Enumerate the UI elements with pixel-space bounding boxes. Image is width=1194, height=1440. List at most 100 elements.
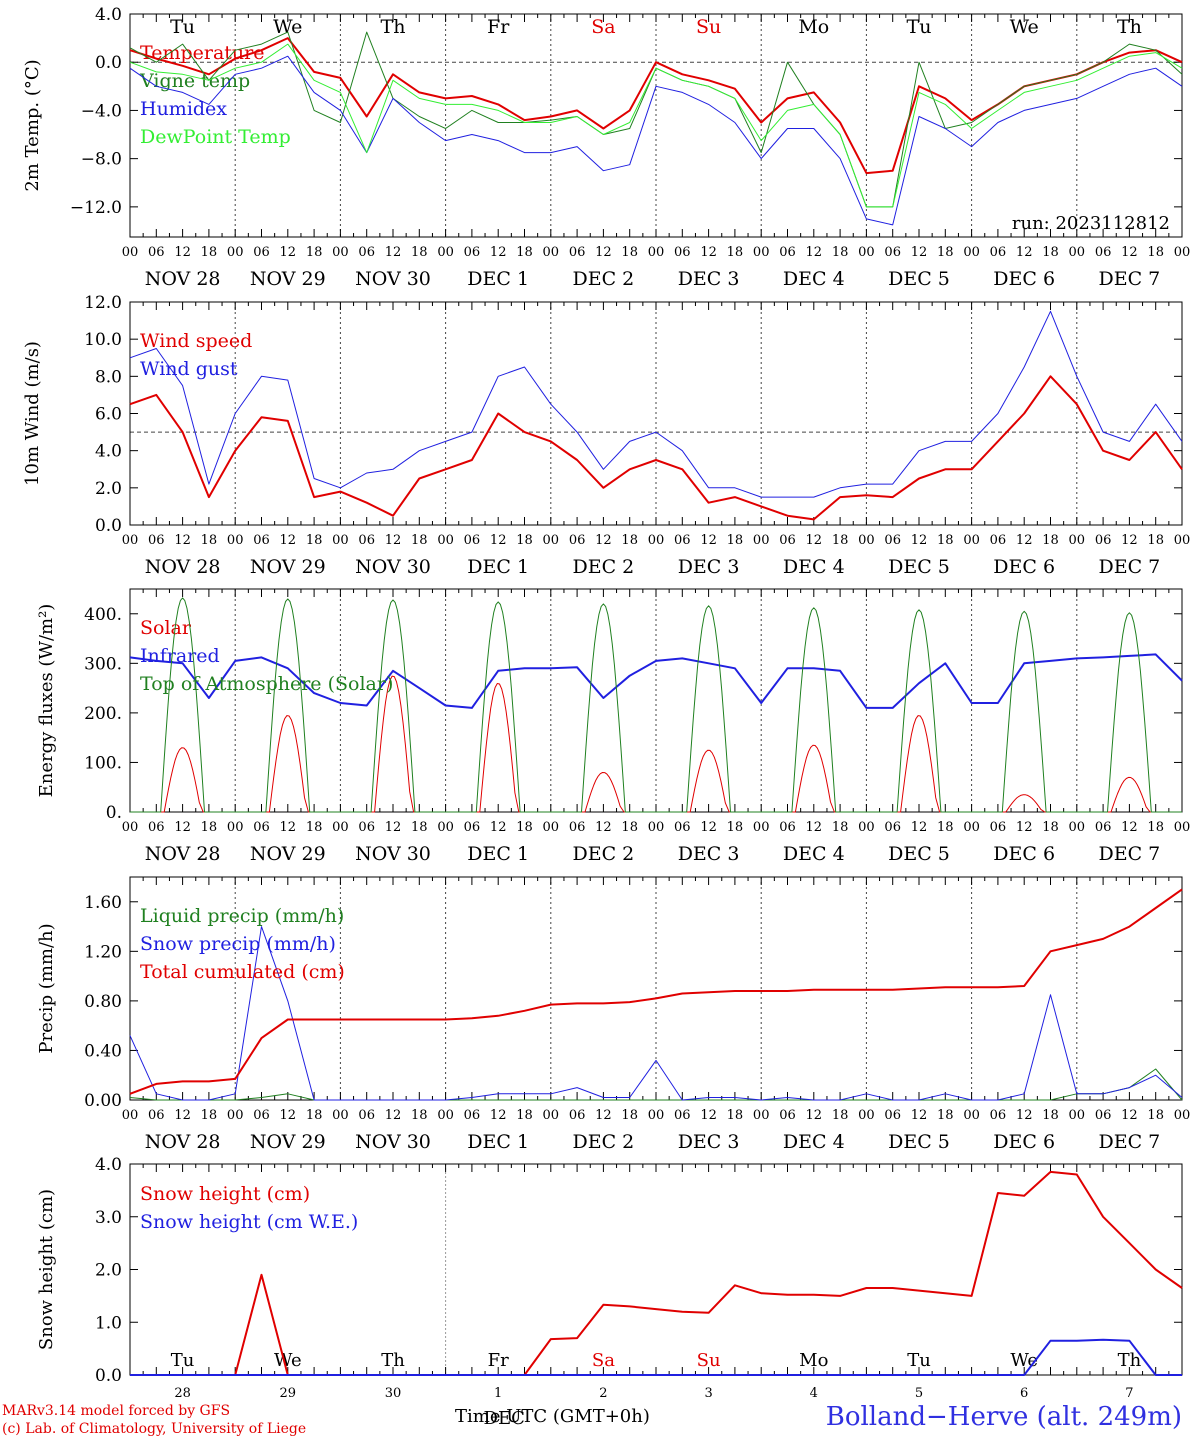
weekday-label: Mo xyxy=(798,16,829,38)
x-hour-label: 12 xyxy=(280,533,297,548)
x-day-label: DEC 2 xyxy=(573,556,635,578)
legend-entry: Humidex xyxy=(140,98,227,120)
y-tick-label: 6.0 xyxy=(95,405,122,425)
legend-entry: DewPoint Temp xyxy=(140,126,291,148)
x-hour-label: 12 xyxy=(911,820,928,835)
x-hour-label: 12 xyxy=(911,533,928,548)
x-day-label: DEC 6 xyxy=(993,556,1055,578)
x-day-label: DEC 1 xyxy=(467,1131,529,1153)
x-hour-label: 12 xyxy=(595,245,612,260)
x-hour-label: 18 xyxy=(516,1108,533,1123)
x-hour-label: 00 xyxy=(753,533,770,548)
x-hour-label: 06 xyxy=(358,245,375,260)
y-tick-label: 1.0 xyxy=(95,1313,122,1333)
y-tick-label: −8.0 xyxy=(81,150,122,170)
x-hour-label: 06 xyxy=(674,820,691,835)
x-day-label: DEC 1 xyxy=(467,556,529,578)
x-day-label: DEC 2 xyxy=(573,1131,635,1153)
x-hour-label: 18 xyxy=(516,245,533,260)
x-hour-label: 18 xyxy=(621,245,638,260)
x-hour-label: 00 xyxy=(753,245,770,260)
x-hour-label: 18 xyxy=(1042,533,1059,548)
x-hour-label: 06 xyxy=(990,533,1007,548)
x-hour-label: 00 xyxy=(122,1108,139,1123)
x-hour-label: 12 xyxy=(1121,533,1138,548)
x-hour-label: 18 xyxy=(1042,245,1059,260)
x-hour-label: 00 xyxy=(858,1108,875,1123)
y-tick-label: 100. xyxy=(84,753,122,773)
x-hour-label: 18 xyxy=(621,1108,638,1123)
x-hour-label: 12 xyxy=(174,820,191,835)
x-hour-label: 12 xyxy=(490,533,507,548)
y-tick-label: 1.60 xyxy=(84,893,122,913)
x-hour-label: 06 xyxy=(1095,1108,1112,1123)
x-day-label: DEC 2 xyxy=(573,268,635,290)
y-tick-label: 2.0 xyxy=(95,479,122,499)
y-axis-label: 10m Wind (m/s) xyxy=(22,341,43,486)
x-hour-label: 18 xyxy=(201,533,218,548)
x-hour-label: 00 xyxy=(648,533,665,548)
x-hour-label: 00 xyxy=(648,1108,665,1123)
weekday-label: Th xyxy=(381,16,406,38)
x-hour-label: 12 xyxy=(1016,533,1033,548)
x-hour-label: 18 xyxy=(937,245,954,260)
x-hour-label: 00 xyxy=(1174,820,1191,835)
x-hour-label: 00 xyxy=(437,820,454,835)
x-hour-label: 12 xyxy=(174,533,191,548)
weekday-label: Tu xyxy=(170,16,195,38)
x-day-number: 29 xyxy=(280,1386,297,1401)
x-hour-label: 06 xyxy=(148,1108,165,1123)
x-hour-label: 18 xyxy=(937,533,954,548)
x-hour-label: 00 xyxy=(1174,533,1191,548)
x-day-label: DEC 7 xyxy=(1099,843,1161,865)
month-label: DEC xyxy=(484,1408,525,1429)
x-hour-label: 12 xyxy=(1016,245,1033,260)
x-hour-label: 18 xyxy=(832,1108,849,1123)
x-hour-label: 00 xyxy=(1174,245,1191,260)
x-hour-label: 06 xyxy=(464,533,481,548)
model-credit: MARv3.14 model forced by GFS xyxy=(2,1403,231,1419)
x-hour-label: 12 xyxy=(174,245,191,260)
series-line-top-of-atmosphere-solar- xyxy=(130,597,1182,813)
x-hour-label: 12 xyxy=(280,1108,297,1123)
x-day-label: DEC 3 xyxy=(678,556,740,578)
panel-2: 12.0 10.0 8.0 6.0 4.0 2.0 0.0 10m Wind (m/s) 00 0… xyxy=(22,293,1190,578)
x-hour-label: 06 xyxy=(358,1108,375,1123)
x-day-number: 2 xyxy=(599,1386,607,1401)
y-tick-label: 400. xyxy=(84,605,122,625)
y-tick-label: 4.0 xyxy=(95,442,122,462)
weekday-label: Th xyxy=(1118,1350,1142,1371)
x-hour-label: 18 xyxy=(1147,1108,1164,1123)
x-hour-label: 00 xyxy=(122,533,139,548)
x-hour-label: 18 xyxy=(832,533,849,548)
x-hour-label: 18 xyxy=(1147,245,1164,260)
x-hour-label: 06 xyxy=(569,245,586,260)
x-hour-label: 18 xyxy=(411,533,428,548)
x-hour-label: 18 xyxy=(411,820,428,835)
x-hour-label: 06 xyxy=(1095,533,1112,548)
x-day-label: NOV 29 xyxy=(250,268,326,290)
legend-entry: Snow height (cm W.E.) xyxy=(140,1211,358,1233)
x-hour-label: 00 xyxy=(858,820,875,835)
x-day-label: DEC 1 xyxy=(467,268,529,290)
x-day-label: DEC 6 xyxy=(993,1131,1055,1153)
x-day-number: 5 xyxy=(915,1386,923,1401)
x-hour-label: 12 xyxy=(700,245,717,260)
y-tick-label: 8.0 xyxy=(95,367,122,387)
x-day-label: NOV 30 xyxy=(355,556,431,578)
x-hour-label: 18 xyxy=(306,1108,323,1123)
x-hour-label: 06 xyxy=(358,820,375,835)
x-hour-label: 00 xyxy=(858,245,875,260)
x-hour-label: 06 xyxy=(253,1108,270,1123)
weekday-label: Tu xyxy=(907,16,932,38)
x-hour-label: 18 xyxy=(727,1108,744,1123)
x-day-number: 1 xyxy=(494,1386,502,1401)
x-hour-label: 12 xyxy=(385,533,402,548)
lab-credit: (c) Lab. of Climatology, University of L… xyxy=(2,1421,307,1437)
x-hour-label: 00 xyxy=(963,533,980,548)
series-line-wind-speed xyxy=(129,375,1183,521)
x-hour-label: 12 xyxy=(490,1108,507,1123)
x-day-label: DEC 7 xyxy=(1099,268,1161,290)
series-line-snow-precip-mm-h- xyxy=(129,926,1183,1101)
x-hour-label: 00 xyxy=(648,820,665,835)
